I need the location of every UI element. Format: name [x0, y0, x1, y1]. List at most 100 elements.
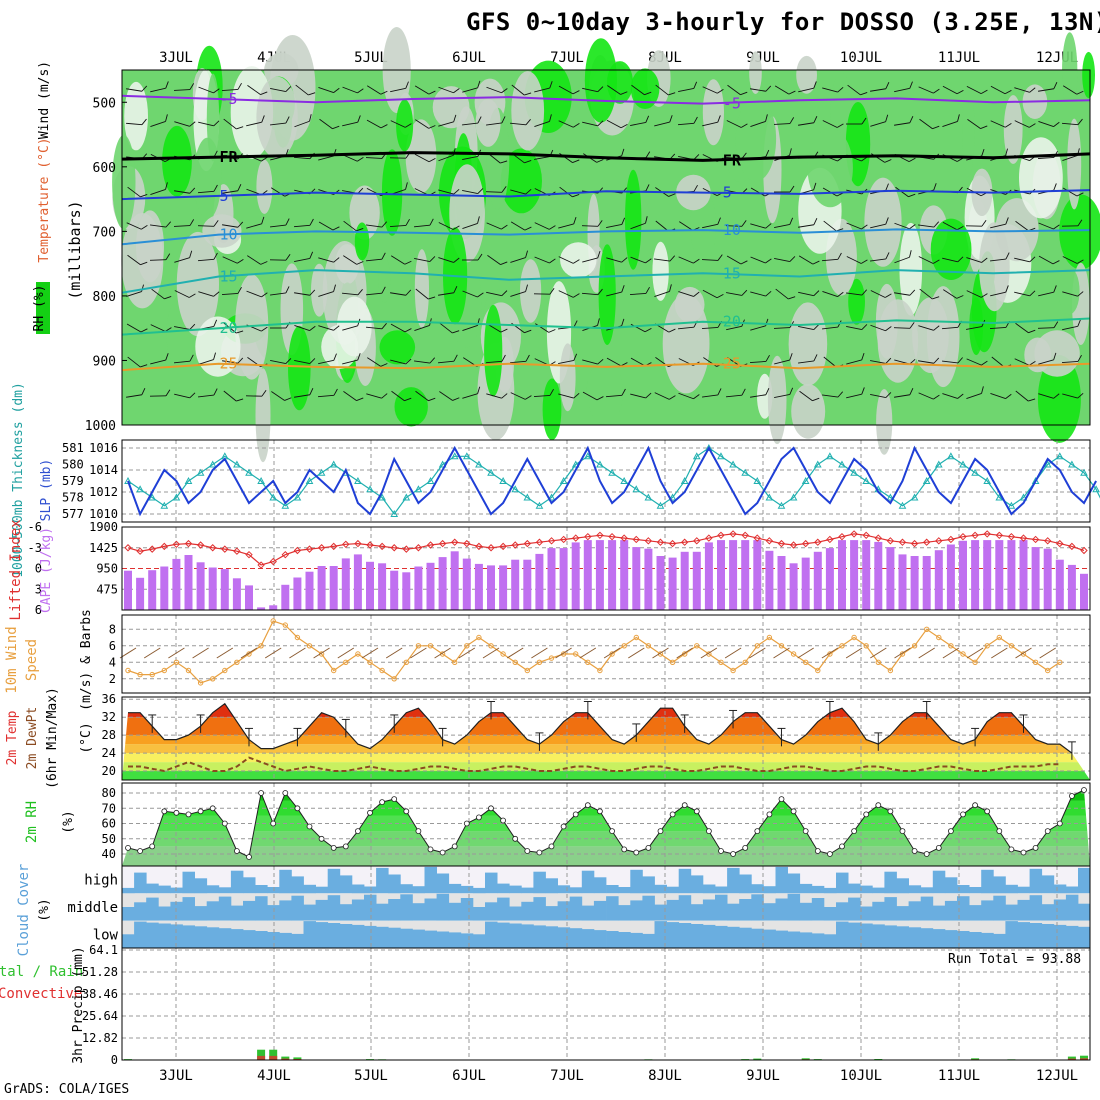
wind-barb-staff	[702, 289, 718, 299]
wind-barb-staff	[919, 288, 933, 300]
wind-barb-staff	[749, 360, 767, 364]
rh-patch	[520, 259, 542, 323]
wind-barb-staff	[943, 289, 957, 299]
wind-barb-flag	[620, 91, 628, 95]
wind-barb-staff	[390, 292, 406, 296]
wind-speed-marker	[524, 667, 530, 674]
wind-barb	[1038, 393, 1060, 399]
cape-bar	[487, 565, 495, 610]
wind-barb-staff	[725, 225, 743, 227]
cape-bar	[329, 566, 338, 610]
wind-speed-marker	[742, 659, 748, 665]
wind-barb-flag	[765, 258, 772, 264]
cloud-bar	[787, 873, 801, 894]
wind-barb	[150, 221, 172, 228]
cloud-bar	[243, 877, 256, 894]
wind-barb-10m	[676, 647, 693, 659]
wind-barb	[198, 388, 218, 398]
lifted-index-marker	[281, 550, 290, 559]
temp-tick-label: 20	[102, 764, 116, 778]
cape-bar	[922, 556, 931, 610]
isotherm-label: 10	[219, 226, 237, 244]
cape-bar	[946, 544, 955, 610]
wind-barb-staff	[150, 120, 166, 128]
wind-barb-flag	[621, 217, 626, 225]
rh-marker	[984, 808, 991, 815]
wind-barb	[822, 290, 844, 298]
wind-barb-staff	[822, 87, 838, 93]
wind-barb-flag	[621, 285, 625, 293]
thickness-marker	[475, 460, 483, 468]
wind-barb	[559, 186, 580, 198]
wind-barb-flag	[525, 118, 531, 126]
wind-barb-flag	[957, 393, 964, 399]
lifted-index-marker	[402, 545, 411, 553]
wind-barb	[245, 389, 267, 397]
wind-speed-marker	[234, 659, 240, 665]
rh-patch	[112, 135, 136, 230]
wind-barb	[342, 86, 364, 94]
rh-marker	[681, 802, 688, 809]
wind-barb-staff	[750, 256, 766, 264]
wind-barb-flag	[861, 324, 868, 330]
wind-barb-flag	[885, 217, 889, 225]
wind-barb-staff	[485, 191, 503, 193]
thickness-marker	[934, 460, 943, 468]
wind-speed-marker	[669, 659, 676, 665]
rh-marker	[233, 848, 240, 854]
thickness-marker	[402, 493, 411, 501]
thickness-marker	[535, 501, 544, 509]
wind-barb-flag	[645, 151, 651, 158]
wind-barb-flag	[141, 85, 148, 92]
rh-marker	[960, 811, 966, 818]
cloud-bar	[860, 923, 873, 948]
wind-barb-staff	[534, 87, 550, 93]
wind-barb-flag	[477, 80, 481, 88]
wind-barb-10m	[385, 647, 403, 659]
wind-barb-flag	[260, 261, 268, 265]
wind-barb	[654, 284, 672, 298]
thickness-tick-label: 580	[62, 458, 84, 472]
cloud-bar	[448, 883, 462, 894]
cape-bar	[995, 540, 1004, 610]
thickness-marker	[1007, 501, 1016, 509]
wind-barb-staff	[918, 325, 934, 331]
rh-marker	[742, 845, 749, 851]
wind-barb-staff	[511, 84, 525, 96]
wind-barb-staff	[966, 392, 982, 400]
wind-barb-staff	[486, 222, 502, 230]
credit-text: GrADS: COLA/IGES	[4, 1082, 130, 1097]
cloud-bar	[122, 887, 135, 894]
cloud-bar	[339, 875, 353, 894]
wind-barb-staff	[534, 156, 550, 160]
cloud-bar	[654, 884, 667, 894]
rh-patch	[598, 244, 616, 345]
wind-barb-staff	[462, 156, 478, 160]
wind-barb-flag	[164, 296, 172, 300]
wind-barb-flag	[932, 259, 940, 264]
wind-barb	[127, 356, 148, 368]
wind-barb	[126, 323, 148, 333]
rh-patch	[625, 169, 642, 270]
cloud-bar	[593, 900, 607, 921]
wind-barb	[221, 82, 242, 92]
wind-barb	[343, 255, 364, 265]
pressure-tick-label: 600	[93, 161, 116, 176]
cloud-bar	[896, 878, 909, 894]
wind-barb	[486, 86, 508, 94]
cape-bar	[414, 566, 423, 610]
wind-barb-10m	[991, 647, 1008, 659]
isotherm-label: -5	[219, 90, 237, 108]
wind-barb	[198, 86, 220, 94]
cloud-bar	[351, 924, 365, 948]
cloud-bar	[448, 902, 462, 921]
thickness-marker	[293, 493, 302, 501]
wind-barb-flag	[140, 261, 148, 266]
cloud-bar	[799, 932, 813, 948]
wind-barb-staff	[822, 326, 838, 330]
wind-barb-staff	[149, 259, 167, 261]
cloud-bar	[884, 897, 897, 921]
precip-tick-label: 25.64	[82, 1009, 118, 1023]
cloud-bar	[1078, 926, 1091, 948]
cloud-bar	[969, 887, 982, 894]
